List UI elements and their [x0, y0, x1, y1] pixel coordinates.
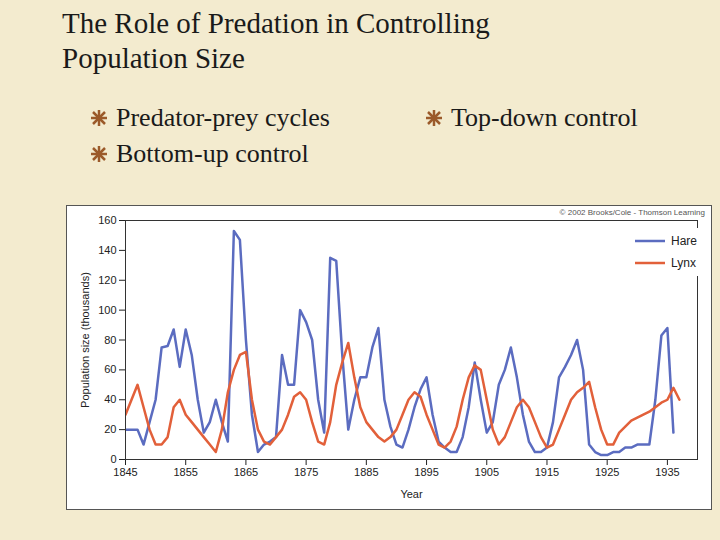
svg-text:60: 60	[104, 363, 116, 375]
svg-text:Population size (thousands): Population size (thousands)	[79, 272, 91, 408]
svg-text:100: 100	[98, 304, 116, 316]
svg-text:1845: 1845	[113, 466, 137, 478]
svg-text:1875: 1875	[294, 466, 318, 478]
html-text:Hare: Hare	[671, 234, 697, 248]
svg-text:1905: 1905	[475, 466, 499, 478]
svg-text:20: 20	[104, 423, 116, 435]
svg-text:1895: 1895	[414, 466, 438, 478]
html-text:© 2002 Brooks/Cole - Thomson L: © 2002 Brooks/Cole - Thomson Learning	[559, 208, 705, 217]
svg-text:40: 40	[104, 393, 116, 405]
html-text:Bottom-up control: Bottom-up control	[116, 139, 309, 168]
svg-text:1855: 1855	[173, 466, 197, 478]
svg-text:1925: 1925	[595, 466, 619, 478]
svg-text:0: 0	[110, 453, 116, 465]
svg-text:1935: 1935	[655, 466, 679, 478]
svg-text:160: 160	[98, 214, 116, 226]
html-text:The Role of Predation in Contr: The Role of Predation in Controlling Pop…	[62, 7, 490, 74]
svg-text:140: 140	[98, 244, 116, 256]
html-text:Top-down control: Top-down control	[451, 103, 638, 132]
svg-text:80: 80	[104, 334, 116, 346]
svg-text:1885: 1885	[354, 466, 378, 478]
svg-text:1865: 1865	[234, 466, 258, 478]
svg-text:Year: Year	[400, 488, 423, 500]
svg-text:120: 120	[98, 274, 116, 286]
html-text:Lynx: Lynx	[671, 256, 696, 270]
html-text:Predator-prey cycles: Predator-prey cycles	[116, 103, 330, 132]
svg-text:1915: 1915	[535, 466, 559, 478]
